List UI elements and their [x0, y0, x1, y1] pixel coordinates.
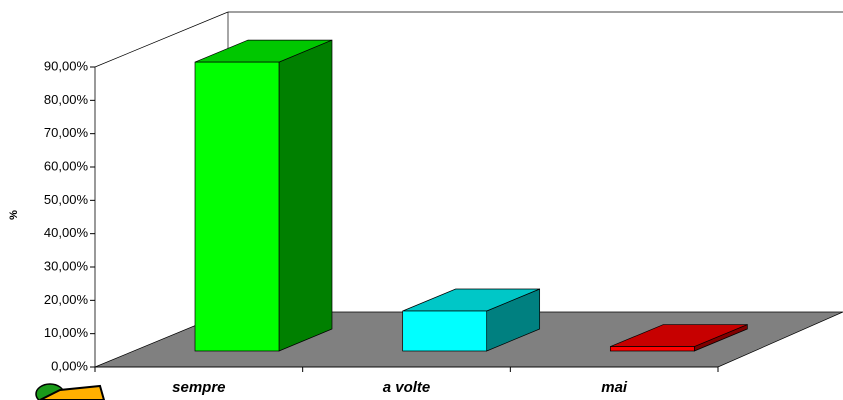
y-tick-label: 50,00% — [44, 192, 89, 207]
clipart — [35, 383, 106, 400]
y-tick-label: 60,00% — [44, 158, 89, 173]
bar — [194, 61, 280, 352]
y-tick-label: 20,00% — [44, 292, 89, 307]
side-wall-top — [94, 11, 229, 68]
y-axis-title: % — [8, 210, 20, 220]
x-tick-label: a volte — [383, 379, 431, 396]
y-tick-label: 40,00% — [44, 225, 89, 240]
y-tick-label: 0,00% — [51, 358, 88, 373]
y-tick-label: 80,00% — [44, 92, 89, 107]
y-tick-label: 10,00% — [44, 325, 89, 340]
x-tick-label: sempre — [172, 379, 225, 396]
y-tick-label: 90,00% — [44, 58, 89, 73]
y-tick-label: 30,00% — [44, 258, 89, 273]
x-tick-label: mai — [601, 379, 628, 396]
y-tick-label: 70,00% — [44, 125, 89, 140]
bar — [402, 310, 488, 352]
bar — [609, 346, 695, 352]
bar-side — [278, 39, 333, 352]
